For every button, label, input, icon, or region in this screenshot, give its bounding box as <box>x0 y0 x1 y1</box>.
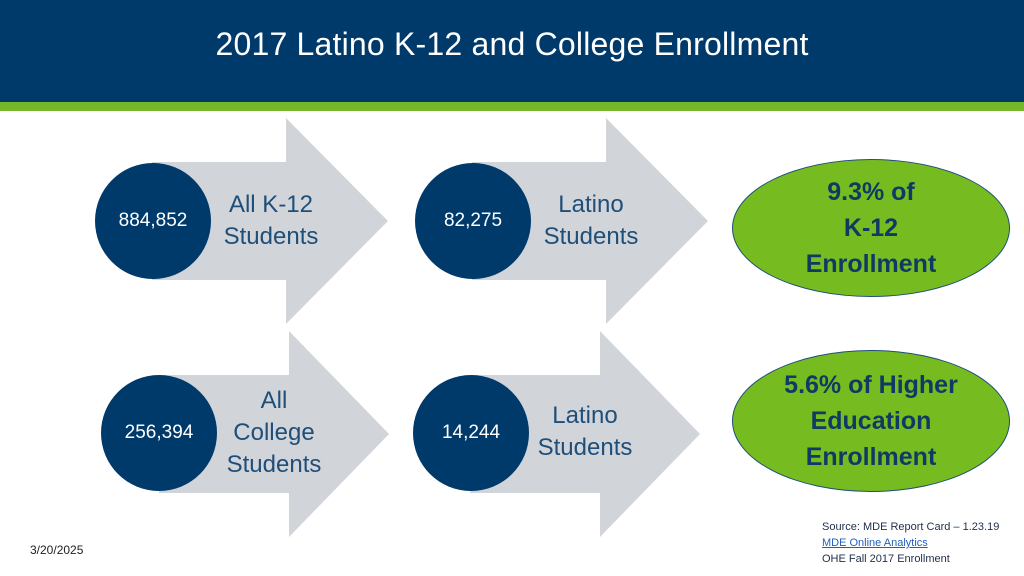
result-oval-college: 5.6% of Higher Education Enrollment <box>732 350 1010 492</box>
arrow-shape-latino-k12 <box>472 118 708 324</box>
value-circle-all-college: 256,394 <box>101 375 217 491</box>
result-line: Education <box>810 407 932 435</box>
result-line: 5.6% of Higher <box>784 371 958 399</box>
source-link-mde-online-analytics[interactable]: MDE Online Analytics <box>822 537 928 549</box>
label-line: Students <box>223 223 319 250</box>
value-circle-latino-college: 14,244 <box>413 375 529 491</box>
label-line: All K-12 <box>228 191 314 218</box>
label-latino-college: Latino Students <box>526 400 644 464</box>
source-citation: Source: MDE Report Card – 1.23.19 MDE On… <box>822 519 999 567</box>
label-line: Students <box>537 434 633 461</box>
slide-title: 2017 Latino K-12 and College Enrollment <box>215 26 809 62</box>
label-latino-k12: Latino Students <box>532 189 650 253</box>
source-line: Source: MDE Report Card – 1.23.19 <box>822 521 1000 533</box>
arrow-shape-all-college <box>159 331 395 537</box>
result-line: Enrollment <box>805 250 937 278</box>
label-line: Latino <box>558 191 624 218</box>
value-circle-latino-k12: 82,275 <box>415 163 531 279</box>
label-line: All <box>260 387 288 414</box>
header-accent-stripe <box>0 102 1024 111</box>
label-line: Students <box>226 451 322 478</box>
result-line: Enrollment <box>805 443 937 471</box>
label-all-k12: All K-12 Students <box>212 189 330 253</box>
result-line: 9.3% of <box>827 178 915 206</box>
label-line: College <box>233 419 315 446</box>
label-all-college: All College Students <box>214 385 334 481</box>
result-line: K-12 <box>843 214 899 242</box>
arrow-shape-latino-college <box>470 331 706 537</box>
header-bar <box>0 0 1024 102</box>
result-oval-k12: 9.3% of K-12 Enrollment <box>732 159 1010 297</box>
arrow-shape-all-k12 <box>152 118 388 324</box>
value-circle-all-k12: 884,852 <box>95 163 211 279</box>
label-line: Latino <box>552 402 618 429</box>
label-line: Students <box>543 223 639 250</box>
source-line: OHE Fall 2017 Enrollment <box>822 553 950 565</box>
slide-date: 3/20/2025 <box>30 543 84 557</box>
